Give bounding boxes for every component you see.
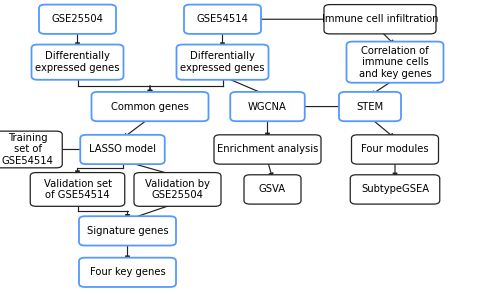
FancyBboxPatch shape (176, 44, 268, 80)
FancyBboxPatch shape (230, 92, 305, 121)
FancyBboxPatch shape (92, 92, 208, 121)
FancyBboxPatch shape (80, 135, 164, 164)
FancyBboxPatch shape (214, 135, 321, 164)
FancyBboxPatch shape (244, 175, 301, 204)
FancyBboxPatch shape (352, 135, 438, 164)
Text: Differentially
expressed genes: Differentially expressed genes (35, 52, 120, 73)
FancyBboxPatch shape (346, 41, 444, 83)
Text: Validation set
of GSE54514: Validation set of GSE54514 (44, 179, 112, 200)
Text: Common genes: Common genes (111, 102, 189, 112)
Text: Signature genes: Signature genes (86, 226, 168, 236)
FancyBboxPatch shape (339, 92, 401, 121)
Text: Correlation of
immune cells
and key genes: Correlation of immune cells and key gene… (358, 46, 432, 79)
Text: Immune cell infiltration: Immune cell infiltration (322, 14, 438, 24)
FancyBboxPatch shape (324, 4, 436, 34)
Text: GSVA: GSVA (259, 184, 286, 194)
FancyBboxPatch shape (39, 4, 116, 34)
Text: Differentially
expressed genes: Differentially expressed genes (180, 52, 265, 73)
Text: WGCNA: WGCNA (248, 102, 287, 112)
FancyBboxPatch shape (79, 216, 176, 246)
Text: Four key genes: Four key genes (90, 267, 166, 277)
FancyBboxPatch shape (79, 258, 176, 287)
Text: Training
set of
GSE54514: Training set of GSE54514 (2, 133, 54, 166)
FancyBboxPatch shape (184, 4, 261, 34)
FancyBboxPatch shape (0, 131, 62, 168)
Text: Validation by
GSE25504: Validation by GSE25504 (145, 179, 210, 200)
Text: SubtypeGSEA: SubtypeGSEA (361, 184, 429, 194)
Text: Four modules: Four modules (361, 144, 429, 155)
Text: GSE25504: GSE25504 (52, 14, 104, 24)
FancyBboxPatch shape (32, 44, 124, 80)
FancyBboxPatch shape (30, 173, 125, 206)
Text: LASSO model: LASSO model (89, 144, 156, 155)
Text: GSE54514: GSE54514 (196, 14, 248, 24)
Text: Enrichment analysis: Enrichment analysis (217, 144, 318, 155)
FancyBboxPatch shape (134, 173, 221, 206)
FancyBboxPatch shape (350, 175, 440, 204)
Text: STEM: STEM (356, 102, 384, 112)
